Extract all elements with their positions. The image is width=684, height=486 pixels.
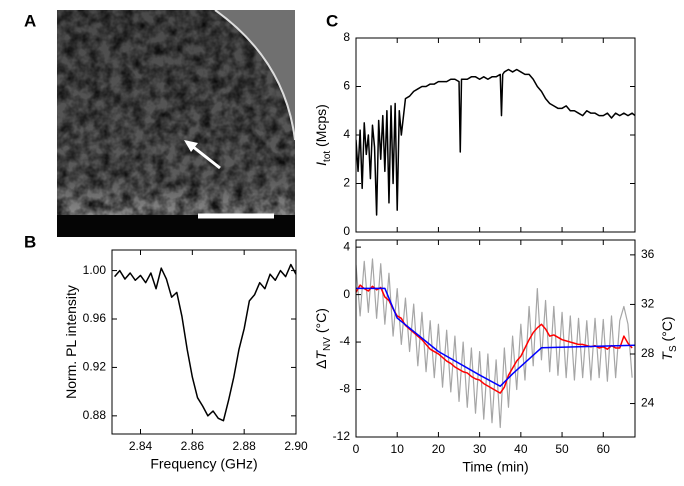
axis-label-part: (Mcps) (313, 104, 329, 151)
panel-label: A (24, 11, 36, 30)
plot-frame (355, 239, 636, 438)
axis-label: ΔTNV (°C) (313, 308, 333, 369)
data-line (356, 258, 633, 429)
x-axis-label: Time (min) (462, 459, 528, 475)
series-group (114, 263, 296, 422)
panel-label: C (326, 11, 338, 30)
y-tick-label: 8 (343, 30, 350, 44)
axis-label-part: (°C) (313, 308, 329, 337)
x-tick-label: 30 (473, 442, 487, 456)
x-axis-label: Frequency (GHz) (150, 456, 257, 472)
axis-label: Itot (Mcps) (313, 104, 333, 166)
y-tick-label: 0.92 (83, 360, 107, 374)
plot-area (356, 258, 635, 429)
data-line (356, 284, 633, 394)
panel-label: B (24, 232, 36, 251)
x-tick-label: 20 (432, 442, 446, 456)
axis-label-part: NV (322, 337, 333, 351)
x-tick-label: 2.84 (129, 439, 153, 453)
data-line (356, 68, 635, 216)
x-tick-label: 50 (555, 442, 569, 456)
axis-label: TS (°C) (659, 316, 679, 360)
axis-label-part: S (668, 345, 679, 352)
axis-label-part: T (313, 350, 329, 360)
axis-label-part: tot (322, 151, 333, 162)
y-tick-label: -12 (333, 429, 351, 443)
y-tick-label: 6 (343, 79, 350, 93)
data-line (114, 263, 296, 422)
series-group (356, 68, 635, 216)
y-tick-label: 0 (343, 287, 350, 301)
y2-tick-label: 36 (641, 247, 655, 261)
y-tick-label: 1.00 (83, 263, 107, 277)
y-tick-label: 2 (343, 176, 350, 190)
y-tick-label: 4 (343, 127, 350, 141)
data-line (356, 287, 635, 387)
y-tick-label: 0.88 (83, 408, 107, 422)
axis-label-part: T (659, 351, 675, 361)
y-tick-label: -8 (339, 382, 350, 396)
series-group (356, 258, 635, 429)
x-tick-label: 10 (391, 442, 405, 456)
x-tick-label: 2.86 (181, 439, 205, 453)
plot-area (114, 263, 296, 422)
micrograph (57, 10, 295, 237)
y2-tick-label: 28 (641, 346, 655, 360)
axis-label-part: I (313, 162, 329, 166)
plot-frame (111, 249, 297, 435)
y2-tick-label: 32 (641, 297, 655, 311)
y-tick-label: 4 (343, 239, 350, 253)
y-tick-label: -4 (339, 334, 350, 348)
x-tick-label: 60 (597, 442, 611, 456)
axis-label-part: Norm. PL intensity (63, 285, 79, 399)
y2-tick-label: 24 (641, 396, 655, 410)
axis-label: Norm. PL intensity (63, 285, 79, 399)
y-tick-label: 0 (343, 224, 350, 238)
axis-label-part: (°C) (659, 316, 675, 345)
y-tick-label: 0.96 (83, 311, 107, 325)
x-tick-label: 0 (353, 442, 360, 456)
axis-label-part: Δ (313, 360, 329, 369)
x-tick-label: 2.90 (284, 439, 308, 453)
x-tick-label: 40 (514, 442, 528, 456)
plot-area (356, 68, 635, 216)
x-tick-label: 2.88 (232, 439, 256, 453)
